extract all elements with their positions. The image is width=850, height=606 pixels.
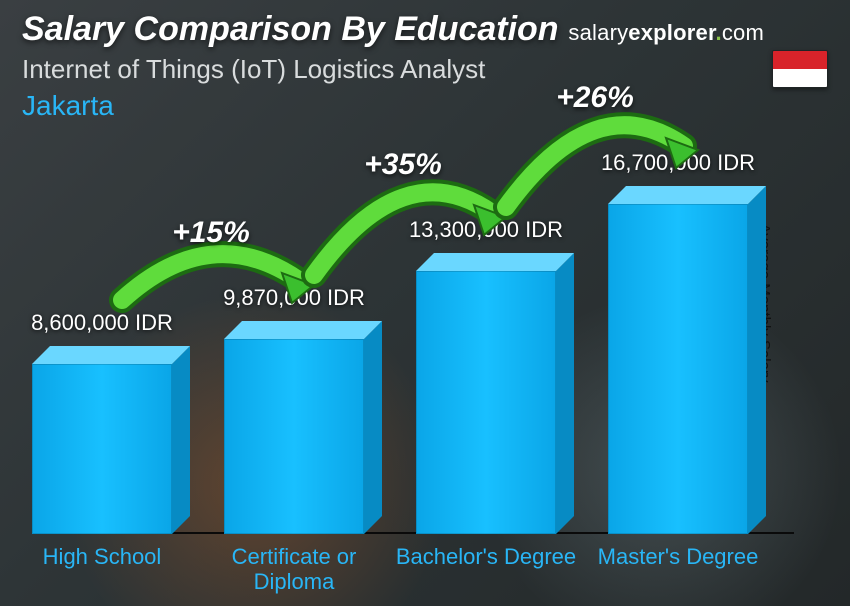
flag-bottom (773, 69, 827, 87)
brand-bold: explorer (628, 20, 715, 45)
brand-suffix: com (722, 20, 764, 45)
chart-subtitle: Internet of Things (IoT) Logistics Analy… (22, 54, 485, 85)
category-label: Master's Degree (583, 544, 773, 569)
bar-front (32, 364, 172, 534)
bar-top (32, 346, 190, 364)
increase-pct-label: +26% (556, 81, 634, 115)
bar-0: 8,600,000 IDR (32, 364, 172, 534)
category-label: Certificate or Diploma (199, 544, 389, 595)
bar-side (172, 346, 190, 534)
bar-front (416, 271, 556, 534)
chart-stage: Salary Comparison By Education Internet … (0, 0, 850, 606)
bar-value-label: 9,870,000 IDR (184, 285, 404, 311)
brand-label: salaryexplorer.com (568, 20, 764, 46)
bar-value-label: 13,300,000 IDR (376, 217, 596, 243)
bar-1: 9,870,000 IDR (224, 339, 364, 534)
bar-side (364, 321, 382, 534)
bar-side (556, 253, 574, 534)
bar-3: 16,700,000 IDR (608, 204, 748, 534)
bar-value-label: 16,700,000 IDR (568, 150, 788, 176)
plot-area: 8,600,000 IDR 9,870,000 IDR 13,300,000 IDR… (32, 120, 794, 534)
bar-front (224, 339, 364, 534)
bar-top (416, 253, 574, 271)
bar-value-label: 8,600,000 IDR (0, 310, 212, 336)
bar-front (608, 204, 748, 534)
brand-prefix: salary (568, 20, 628, 45)
increase-pct-label: +35% (364, 148, 442, 182)
flag-icon (772, 50, 828, 88)
bar-2: 13,300,000 IDR (416, 271, 556, 534)
flag-top (773, 51, 827, 69)
increase-pct-label: +15% (172, 216, 250, 250)
bar-top (608, 186, 766, 204)
category-label: High School (7, 544, 197, 569)
category-labels: High SchoolCertificate or DiplomaBachelo… (32, 540, 794, 606)
chart-location: Jakarta (22, 90, 114, 122)
bar-side (748, 186, 766, 534)
bar-top (224, 321, 382, 339)
chart-title: Salary Comparison By Education (22, 10, 559, 49)
category-label: Bachelor's Degree (391, 544, 581, 569)
